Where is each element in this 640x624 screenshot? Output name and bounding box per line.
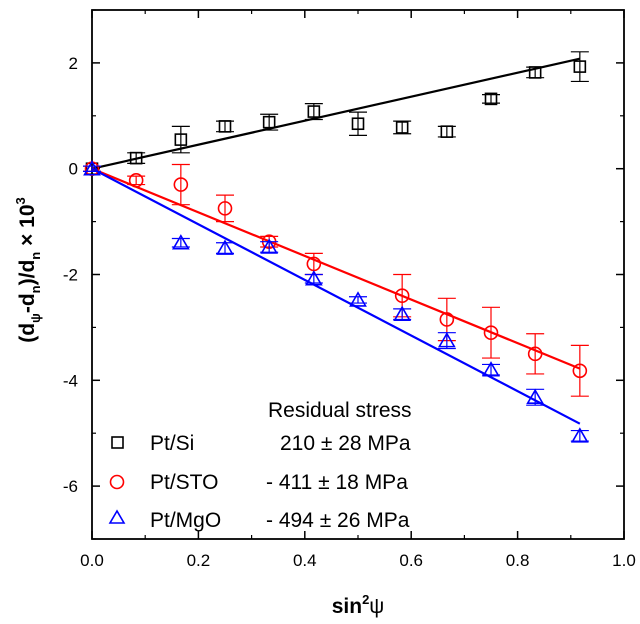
data-point-triangle — [171, 234, 190, 250]
data-point-circle — [173, 177, 189, 192]
y-tick-label: -4 — [63, 371, 78, 390]
x-tick-label: 0.4 — [293, 551, 317, 570]
data-point-circle — [217, 201, 233, 216]
data-point-circle — [128, 173, 144, 188]
plot-frame — [91, 9, 625, 540]
legend-marker-circle — [109, 474, 125, 490]
data-point-circle — [439, 312, 455, 327]
legend: Residual stress Pt/Si 210 ± 28 MPa Pt/ST… — [108, 399, 412, 532]
data-point-circle — [527, 346, 543, 362]
x-axis-title: sin2ψ — [332, 592, 385, 618]
fit-line — [91, 167, 581, 370]
y-axis-title-subscript: n — [28, 252, 43, 260]
x-axis-title-symbol: ψ — [369, 595, 384, 618]
y-axis-title-subscript: n — [28, 285, 43, 293]
data-point-triangle — [216, 239, 234, 255]
legend-marker-triangle — [108, 509, 126, 524]
legend-title: Residual stress — [268, 399, 412, 422]
legend-marker-square — [111, 436, 124, 449]
data-point-triangle — [304, 270, 323, 286]
y-tick-label: -6 — [63, 477, 78, 496]
y-axis-title-superscript: 3 — [13, 197, 28, 204]
y-tick-label: 0 — [69, 160, 78, 179]
data-point-triangle — [349, 291, 367, 307]
data-point-triangle — [393, 305, 412, 321]
data-point-triangle — [526, 388, 545, 405]
legend-stress-pt-si: 210 ± 28 MPa — [280, 432, 411, 455]
data-point-square — [174, 133, 188, 146]
data-point-square — [262, 115, 276, 129]
y-axis-title-subscript: ψ — [28, 313, 43, 323]
data-point-circle — [483, 325, 499, 340]
legend-label-pt-mgo: Pt/MgO — [150, 509, 221, 532]
y-axis-title-part: (d — [16, 323, 39, 343]
data-point-circle — [572, 363, 588, 379]
data-point-square — [484, 92, 498, 106]
y-axis-title-part: -d — [16, 293, 39, 313]
data-point-triangle — [260, 238, 279, 254]
data-point-square — [395, 121, 409, 134]
data-point-square — [218, 120, 232, 133]
data-point-square — [351, 117, 365, 131]
y-tick-label: 2 — [69, 54, 78, 73]
x-tick-label: 1.0 — [612, 551, 636, 570]
x-tick-label: 0.6 — [399, 551, 423, 570]
legend-label-pt-si: Pt/Si — [150, 432, 194, 455]
data-point-square — [573, 60, 587, 73]
x-axis-title-text: sin — [332, 595, 362, 618]
legend-stress-pt-sto: - 411 ± 18 MPa — [266, 471, 408, 494]
legend-stress-pt-mgo: - 494 ± 26 MPa — [266, 509, 410, 532]
y-axis-title-part: × 10 — [16, 204, 39, 251]
x-axis-title-superscript: 2 — [362, 592, 369, 607]
fit-line — [91, 57, 581, 170]
data-point-square — [528, 66, 542, 79]
x-tick-label: 0.2 — [187, 551, 211, 570]
fit-line — [91, 167, 581, 425]
data-point-triangle — [83, 160, 101, 176]
data-point-square — [440, 125, 454, 138]
plot-area: 0.0 0.2 0.4 0.6 0.8 1.0 -6 -4 -2 0 2 — [63, 9, 636, 570]
x-tick-label: 0.0 — [80, 551, 104, 570]
y-axis-title-part: )/d — [16, 260, 39, 286]
data-point-square — [129, 151, 143, 165]
data-point-circle — [394, 288, 410, 303]
y-axis-title: (dψ-dn)/dn × 103 — [13, 197, 43, 343]
data-point-square — [307, 105, 321, 118]
data-point-triangle — [570, 427, 589, 443]
y-tick-label: -2 — [63, 266, 78, 285]
data-point-triangle — [482, 361, 500, 377]
x-tick-label: 0.8 — [506, 551, 530, 570]
data-point-triangle — [437, 332, 456, 348]
legend-label-pt-sto: Pt/STO — [150, 471, 218, 494]
